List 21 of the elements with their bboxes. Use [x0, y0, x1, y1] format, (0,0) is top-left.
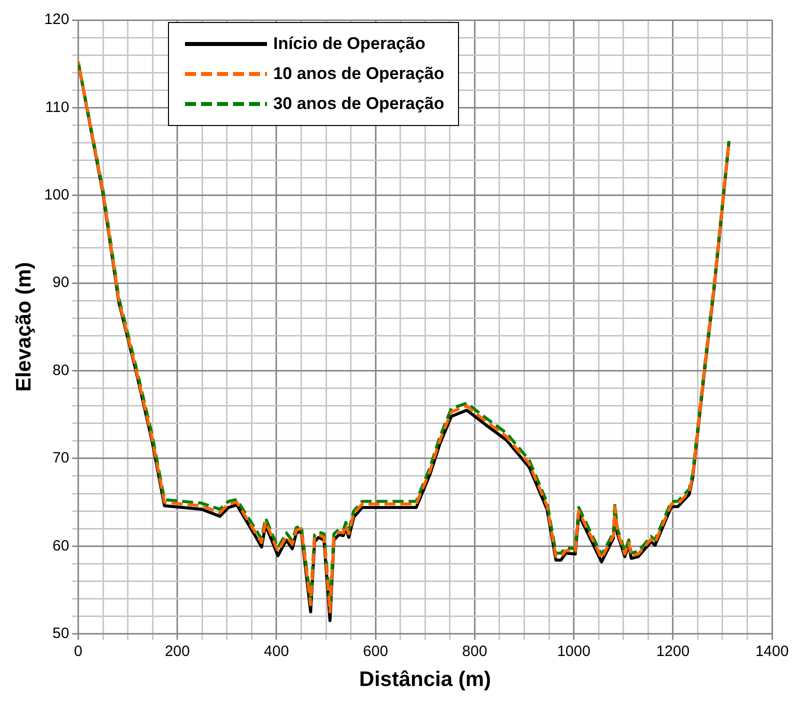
legend-label: 10 anos de Operação: [273, 64, 444, 84]
x-tick-label: 400: [264, 642, 289, 660]
x-tick-label: 1400: [755, 642, 789, 660]
y-tick-label: 50: [52, 624, 70, 642]
y-tick-label: 60: [52, 537, 70, 554]
x-tick-label: 1000: [557, 642, 590, 660]
legend-label: 30 anos de Operação: [273, 94, 444, 114]
y-tick-label: 80: [52, 362, 70, 379]
y-tick-label: 90: [52, 274, 70, 292]
y-axis-title: Elevação (m): [12, 262, 36, 392]
y-tick-label: 70: [52, 450, 70, 467]
x-tick-label: 200: [164, 642, 190, 660]
y-tick-label: 110: [45, 98, 70, 116]
y-tick-label: 120: [44, 11, 70, 28]
x-tick-label: 600: [363, 642, 388, 660]
x-axis-title: Distância (m): [359, 668, 492, 692]
legend-label: Início de Operação: [273, 34, 426, 54]
x-tick-label: 800: [462, 642, 488, 660]
y-tick-label: 100: [44, 186, 70, 204]
x-tick-label: 0: [74, 642, 82, 660]
x-tick-label: 1200: [656, 642, 690, 660]
